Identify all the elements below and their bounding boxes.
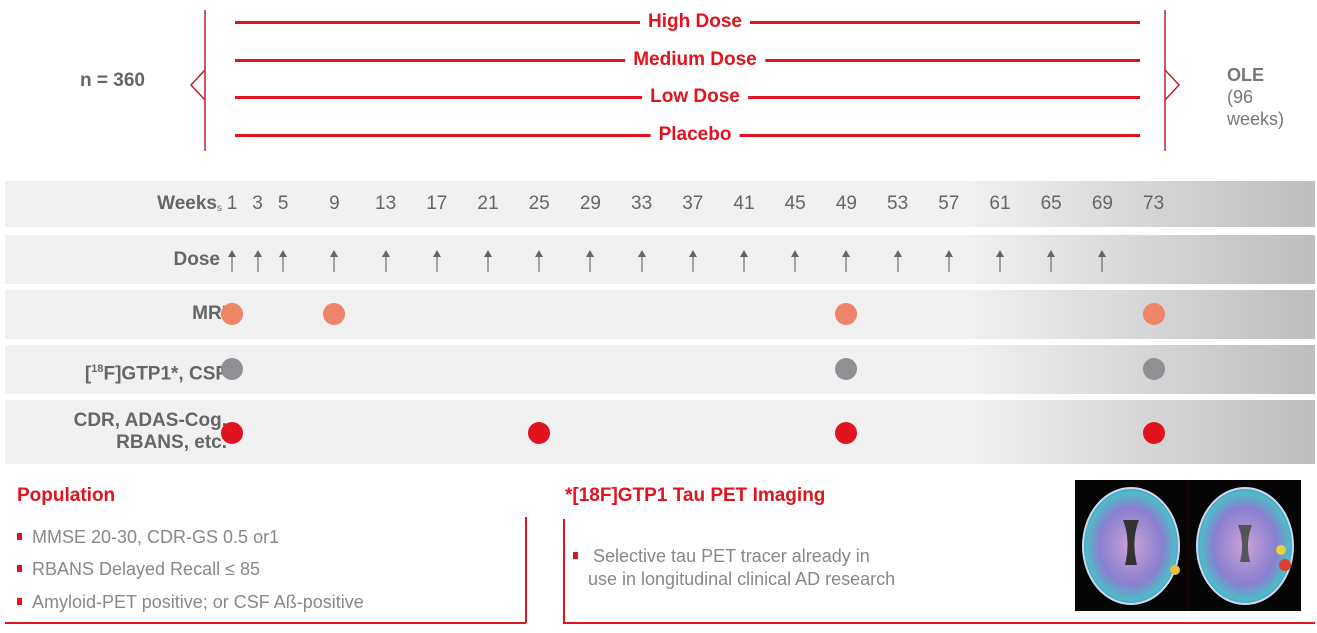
dose-arrow-icon (253, 250, 262, 272)
dose-arrow-icon (893, 250, 902, 272)
population-box-bottom (5, 622, 526, 624)
dose-arrow-icon (484, 250, 492, 272)
weeks-band (5, 181, 1315, 227)
assessment-dot (221, 422, 243, 444)
week-tick-label: 41 (733, 193, 755, 214)
week-tick-label: 73 (1143, 193, 1165, 214)
cognitive-label-2: RBANS, etc. (116, 432, 227, 453)
dose-arrow-icon (535, 250, 544, 272)
dose-arrow-icon (996, 250, 1004, 272)
week-tick-label: 45 (784, 193, 806, 214)
pet-label-suffix: F]GTP1*, CSF (103, 363, 227, 385)
right-brace (1164, 10, 1181, 151)
week-tick-label: 5 (277, 193, 289, 214)
week-tick-label: 1 (226, 193, 238, 214)
population-bullet: Amyloid-PET positive; or CSF Aß-positive (17, 591, 364, 614)
assessment-dot (221, 303, 243, 325)
weeks-label: Weeks (157, 193, 217, 214)
tau-box-bottom (563, 622, 1315, 624)
week-tick-label: 25 (528, 193, 550, 214)
dose-arrow-icon (381, 250, 390, 272)
dose-arrow-icon (842, 250, 851, 272)
dose-arrow-icon (279, 250, 288, 272)
week-tick-label: 37 (682, 193, 704, 214)
pet-label-prefix: [ (84, 363, 92, 385)
tau-pet-bullet: Selective tau PET tracer already in use … (573, 545, 895, 591)
assessment-dot (221, 358, 243, 380)
week-tick-label: 21 (477, 193, 499, 214)
assessment-dot (1142, 422, 1165, 444)
week-tick-label: 17 (426, 193, 448, 214)
dose-label: Dose (173, 249, 220, 270)
population-bullet: RBANS Delayed Recall ≤ 85 (17, 558, 260, 581)
left-brace (189, 10, 206, 151)
pet-label-sup: 18 (91, 363, 104, 375)
week-tick-label: 29 (579, 193, 601, 214)
arm-label: Low Dose (642, 86, 748, 108)
brain-pet-image (1075, 480, 1301, 611)
dose-arrow-icon (586, 250, 595, 272)
population-title: Population (17, 485, 116, 506)
pet-csf-label: [18F]GTP1*, CSF (85, 358, 227, 385)
arm-label: Medium Dose (625, 49, 765, 71)
week-tick-label: 9 (329, 193, 340, 214)
ole-detail-2: weeks) (1227, 109, 1285, 129)
dose-arrow-icon (637, 250, 646, 272)
dose-arrow-icon (1098, 250, 1107, 272)
dose-arrow-icon (432, 250, 441, 272)
tau-pet-title: *[18F]GTP1 Tau PET Imaging (565, 485, 826, 506)
assessment-dot (1142, 303, 1165, 325)
week-tick-label: 65 (1040, 193, 1062, 214)
cognitive-label-1: CDR, ADAS-Cog, (73, 410, 227, 431)
week-tick-label: 49 (835, 193, 857, 214)
assessment-dot (528, 422, 551, 444)
dose-arrow-icon (1047, 250, 1056, 272)
population-box-right (525, 517, 527, 623)
assessment-dot (835, 422, 858, 444)
assessment-dot (1142, 358, 1165, 380)
tau-box-left (563, 519, 565, 623)
ole-block: OLE (96 weeks) (1227, 64, 1284, 130)
week-tick-label: 53 (887, 193, 909, 214)
population-bullet: MMSE 20-30, CDR-GS 0.5 or1 (17, 526, 279, 549)
assessment-dot (323, 303, 346, 325)
tau-bullet-line-2: use in longitudinal clinical AD research (588, 569, 896, 589)
arm-label: High Dose (640, 11, 750, 33)
n-label: n = 360 (80, 70, 145, 91)
screening-marker: s (217, 203, 222, 214)
week-tick-label: 33 (631, 193, 653, 214)
week-tick-label: 3 (252, 193, 263, 214)
week-tick-label: 13 (375, 193, 397, 214)
cognitive-label: CDR, ADAS-Cog, RBANS, etc. (74, 410, 227, 454)
dose-arrow-icon (330, 250, 339, 272)
dose-arrow-icon (228, 250, 236, 272)
dose-arrow-icon (791, 250, 800, 272)
arm-label: Placebo (650, 124, 740, 146)
week-tick-label: 61 (989, 193, 1011, 214)
ole-title: OLE (1227, 65, 1265, 85)
assessment-dot (835, 358, 858, 380)
dose-arrow-icon (944, 250, 953, 272)
week-tick-label: 69 (1091, 193, 1113, 214)
dose-band (5, 235, 1315, 284)
dose-arrow-icon (688, 250, 697, 272)
dose-arrow-icon (740, 250, 748, 272)
ole-detail-1: (96 (1227, 87, 1254, 107)
week-tick-label: 57 (938, 193, 960, 214)
assessment-dot (835, 303, 858, 325)
tau-bullet-line-1: Selective tau PET tracer already in (593, 546, 870, 566)
mri-label: MRI (192, 303, 227, 324)
